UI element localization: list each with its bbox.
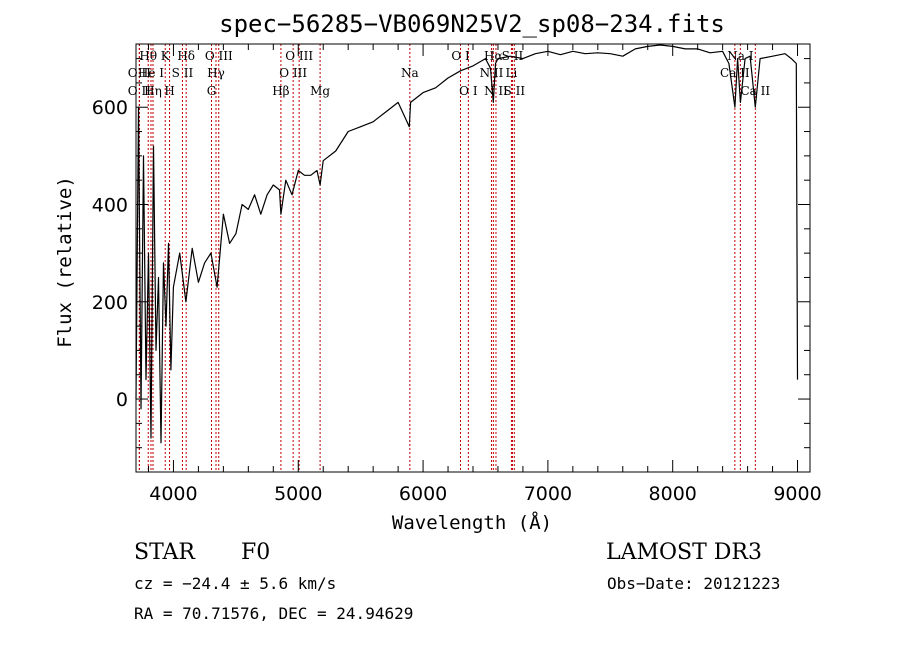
y-tick-label: 400 [92, 195, 128, 217]
redshift-readout: cz = −24.4 ± 5.6 km/s [134, 574, 337, 593]
line-label: S II [502, 49, 524, 63]
x-tick-label: 6000 [399, 483, 447, 505]
x-tick-label: 9000 [773, 483, 821, 505]
coordinates: RA = 70.71576, DEC = 24.94629 [134, 604, 414, 623]
y-axis-label: Flux (relative) [54, 176, 76, 348]
x-tick-label: 7000 [524, 483, 572, 505]
spectral-subclass: F0 [241, 540, 271, 565]
y-tick-label: 600 [92, 97, 128, 119]
x-tick-label: 5000 [274, 483, 322, 505]
y-tick-label: 200 [92, 292, 128, 314]
line-label: Hη [144, 84, 162, 98]
line-label: O I [459, 84, 478, 98]
line-label: K [161, 49, 171, 63]
line-label: Ca II [741, 84, 771, 98]
line-label: Hγ [207, 66, 225, 80]
obs-date: Obs−Date: 20121223 [607, 574, 781, 593]
line-label: S II [504, 84, 526, 98]
line-label: O III [285, 49, 313, 63]
line-label: He I [138, 66, 164, 80]
line-label: O I [451, 49, 470, 63]
line-label: O III [279, 66, 307, 80]
line-label: H [164, 84, 174, 98]
emission-line-markers [138, 44, 756, 472]
axis-ticks: 4000 5000 6000 7000 8000 9000 0 200 400 600 [92, 44, 822, 505]
y-tick-label: 0 [116, 389, 128, 411]
line-label: Hδ [177, 49, 195, 63]
chart-title: spec−56285−VB069N25V2_sp08−234.fits [219, 10, 725, 38]
line-label: Na I [727, 49, 753, 63]
line-label: O II [128, 84, 151, 98]
line-label: Ca II [720, 66, 750, 80]
emission-line-labels: O II O II Hθ He I Hη K H S II Hδ G Hγ O III Hβ O III O… [128, 49, 771, 98]
line-label: N II [484, 84, 508, 98]
object-class: STAR [134, 540, 195, 565]
line-label: Hβ [272, 84, 289, 98]
survey-name: LAMOST DR3 [606, 540, 762, 565]
line-label: Na [401, 66, 419, 80]
line-label: N II [480, 66, 504, 80]
line-label: O II [128, 66, 151, 80]
spectrum-line [135, 44, 799, 444]
plot-frame [135, 43, 811, 473]
line-label: S II [172, 66, 194, 80]
x-tick-label: 4000 [149, 483, 197, 505]
line-label: Mg [310, 84, 330, 98]
line-label: Li [506, 66, 518, 80]
line-label: O III [205, 49, 233, 63]
x-tick-label: 8000 [649, 483, 697, 505]
line-label: G [207, 84, 217, 98]
x-axis-label: Wavelength (Å) [392, 511, 552, 534]
line-label: Hθ [139, 49, 157, 63]
